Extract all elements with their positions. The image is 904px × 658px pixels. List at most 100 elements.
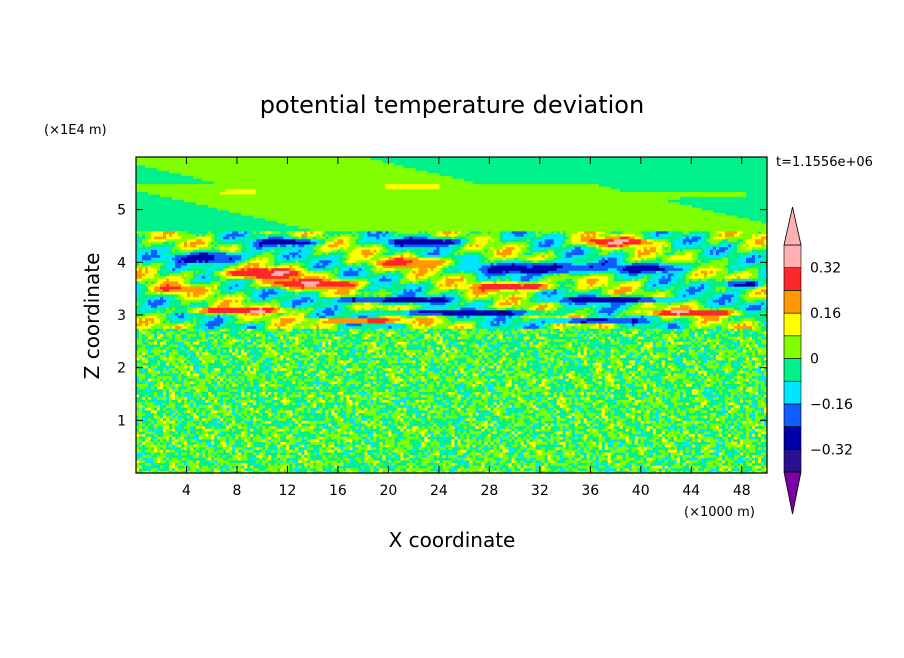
field-cell xyxy=(247,457,251,461)
field-cell xyxy=(523,451,528,456)
field-cell xyxy=(376,449,380,453)
field-cell xyxy=(730,470,735,474)
field-cell xyxy=(358,467,362,471)
field-cell xyxy=(739,459,744,464)
field-cell xyxy=(511,457,516,461)
field-cell xyxy=(232,470,236,474)
field-cell xyxy=(283,446,287,450)
field-cell xyxy=(214,465,218,469)
field-cell xyxy=(679,457,684,461)
field-cell xyxy=(457,457,462,461)
field-cell xyxy=(295,451,299,456)
field-cell xyxy=(160,451,164,456)
field-cell xyxy=(514,454,519,458)
field-cell xyxy=(733,459,738,464)
field-cell xyxy=(715,459,720,464)
field-cell xyxy=(226,449,230,453)
field-cell xyxy=(745,449,750,453)
field-cell xyxy=(361,451,365,456)
field-cell xyxy=(430,459,435,464)
field-cell xyxy=(349,454,353,458)
field-cell xyxy=(340,454,344,458)
field-cell xyxy=(712,457,717,461)
field-cell xyxy=(463,457,468,461)
field-cell xyxy=(274,449,278,453)
field-cell xyxy=(334,465,338,469)
field-cell xyxy=(166,467,170,471)
field-cell xyxy=(433,454,438,458)
field-cell xyxy=(274,454,278,458)
field-cell xyxy=(520,457,525,461)
field-cell xyxy=(202,462,206,466)
field-cell xyxy=(169,446,173,450)
field-cell xyxy=(433,451,438,456)
field-cell xyxy=(403,465,408,469)
field-cell xyxy=(412,451,417,456)
field-cell xyxy=(235,451,239,456)
field-cell xyxy=(319,457,323,461)
field-cell xyxy=(403,449,408,453)
field-cell xyxy=(229,459,233,464)
field-cell xyxy=(355,457,359,461)
field-cell xyxy=(559,457,564,461)
field-cell xyxy=(466,459,471,464)
field-cell xyxy=(166,451,170,456)
field-cell xyxy=(325,462,329,466)
field-cell xyxy=(595,467,600,471)
field-cell xyxy=(259,470,263,474)
field-cell xyxy=(598,446,603,450)
field-cell xyxy=(529,449,534,453)
field-cell xyxy=(331,451,335,456)
field-cell xyxy=(361,467,365,471)
field-cell xyxy=(565,470,570,474)
field-cell xyxy=(445,446,450,450)
field-cell xyxy=(631,446,636,450)
field-cell xyxy=(562,446,567,450)
field-cell xyxy=(604,451,609,456)
field-cell xyxy=(550,449,555,453)
field-cell xyxy=(415,470,420,474)
field-cell xyxy=(217,459,221,464)
field-cell xyxy=(325,449,329,453)
field-cell xyxy=(541,465,546,469)
field-cell xyxy=(199,457,203,461)
field-cell xyxy=(187,459,191,464)
field-cell xyxy=(724,454,729,458)
field-cell xyxy=(712,451,717,456)
field-cell xyxy=(226,462,230,466)
field-cell xyxy=(589,465,594,469)
field-cell xyxy=(472,446,477,450)
field-cell xyxy=(232,459,236,464)
field-cell xyxy=(460,470,465,474)
field-cell xyxy=(145,451,149,456)
field-cell xyxy=(253,446,257,450)
field-cell xyxy=(145,457,149,461)
field-cell xyxy=(529,462,534,466)
field-cell xyxy=(718,457,723,461)
field-cell xyxy=(187,465,191,469)
field-cell xyxy=(193,465,197,469)
field-cell xyxy=(328,454,332,458)
field-cell xyxy=(451,459,456,464)
field-cell xyxy=(301,449,305,453)
field-cell xyxy=(364,446,368,450)
field-cell xyxy=(754,465,759,469)
field-cell xyxy=(181,446,185,450)
field-cell xyxy=(346,449,350,453)
field-cell xyxy=(571,462,576,466)
field-cell xyxy=(307,459,311,464)
field-cell xyxy=(427,465,432,469)
y-scale-label: (×1E4 m) xyxy=(44,123,107,138)
field-cell xyxy=(514,470,519,474)
field-cell xyxy=(229,457,233,461)
field-cell xyxy=(634,457,639,461)
field-cell xyxy=(157,457,161,461)
field-cell xyxy=(316,451,320,456)
field-cell xyxy=(376,465,380,469)
field-cell xyxy=(601,454,606,458)
field-cell xyxy=(172,451,176,456)
field-cell xyxy=(493,454,498,458)
field-cell xyxy=(418,454,423,458)
field-cell xyxy=(655,457,660,461)
field-cell xyxy=(283,449,287,453)
